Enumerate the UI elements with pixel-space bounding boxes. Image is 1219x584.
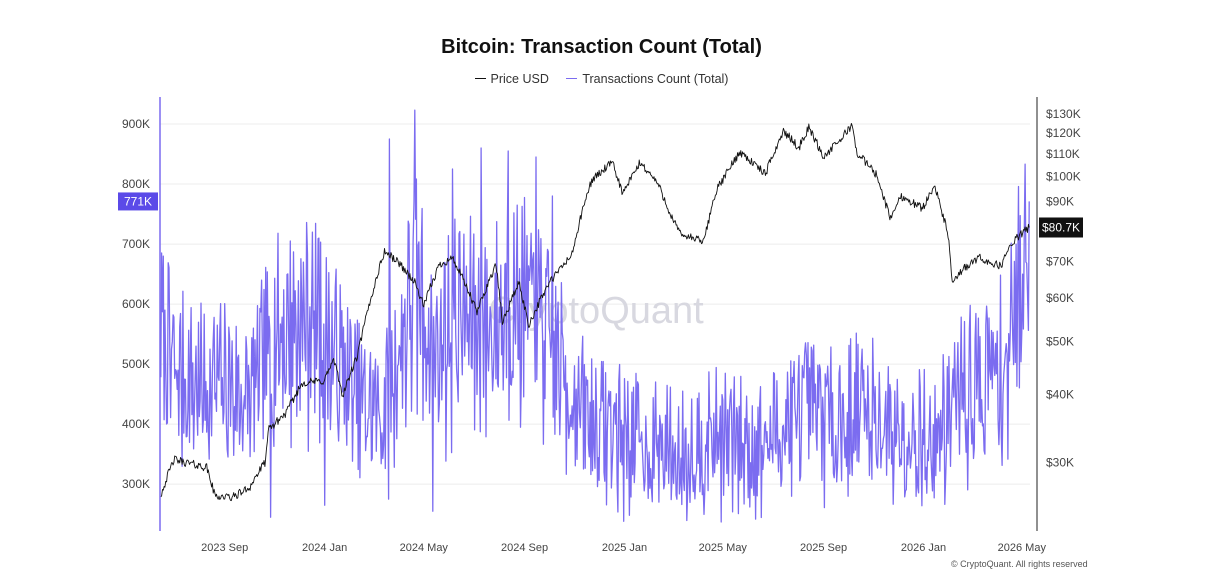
legend-item-transactions[interactable]: Transactions Count (Total): [566, 72, 728, 86]
x-tick-label: 2025 Sep: [800, 542, 847, 554]
left-axis-ticks: 300K 400K 500K 600K 700K 800K 900K: [122, 117, 150, 491]
right-tick-label: $30K: [1046, 456, 1074, 470]
price-line: [160, 122, 1030, 502]
current-value-badges: 771K $80.7K: [118, 192, 1083, 238]
right-tick-label: $70K: [1046, 254, 1074, 268]
x-tick-label: 2025 Jan: [602, 542, 647, 554]
legend-swatch-transactions: [566, 78, 578, 79]
left-current-badge-label: 771K: [124, 194, 152, 208]
legend-item-price[interactable]: Price USD: [474, 71, 549, 86]
copyright: © CryptoQuant. All rights reserved: [951, 559, 1088, 569]
x-tick-label: 2025 May: [699, 542, 748, 554]
right-tick-label: $60K: [1046, 291, 1074, 305]
tx-series: [160, 109, 1030, 523]
right-tick-label: $100K: [1046, 170, 1081, 184]
right-current-badge: [1039, 217, 1083, 238]
right-axis-ticks: $30K $40K $50K $60K $70K $90K $100K $110K $120K $…: [1046, 107, 1081, 469]
right-tick-label: $40K: [1046, 387, 1074, 401]
x-tick-label: 2023 Sep: [201, 542, 248, 554]
right-tick-label: $50K: [1046, 334, 1074, 348]
x-tick-label: 2026 Jan: [901, 542, 946, 554]
right-current-badge-label: $80.7K: [1042, 220, 1080, 234]
transactions-line: [160, 109, 1030, 523]
x-axis-ticks: 2023 Sep 2024 Jan 2024 May 2024 Sep 2025 Jan…: [201, 542, 1046, 554]
right-tick-label: $130K: [1046, 107, 1081, 121]
legend-label-transactions: Transactions Count (Total): [582, 71, 729, 86]
x-tick-label: 2024 May: [400, 542, 449, 554]
x-tick-label: 2024 Sep: [501, 542, 548, 554]
axes-layer: [159, 97, 1038, 531]
right-tick-label: $90K: [1046, 195, 1074, 209]
chart-title: Bitcoin: Transaction Count (Total): [441, 36, 762, 58]
left-tick-label: 400K: [122, 417, 150, 431]
left-current-badge: [118, 192, 158, 211]
price-series: [160, 122, 1030, 502]
grid-layer: [160, 123, 1030, 485]
left-tick-label: 600K: [122, 297, 150, 311]
left-tick-label: 900K: [122, 117, 150, 131]
left-tick-label: 300K: [122, 477, 150, 491]
left-tick-label: 700K: [122, 237, 150, 251]
x-tick-label: 2024 Jan: [302, 542, 347, 554]
left-tick-label: 800K: [122, 177, 150, 191]
right-tick-label: $120K: [1046, 126, 1081, 140]
legend-label-price: Price USD: [490, 71, 549, 86]
left-tick-label: 500K: [122, 357, 150, 371]
legend: Price USD Transactions Count (Total): [0, 68, 1203, 86]
legend-swatch-price: [474, 78, 486, 79]
watermark: CryptoQuant: [488, 290, 704, 332]
right-tick-label: $110K: [1046, 147, 1080, 161]
x-tick-label: 2026 May: [998, 542, 1047, 554]
